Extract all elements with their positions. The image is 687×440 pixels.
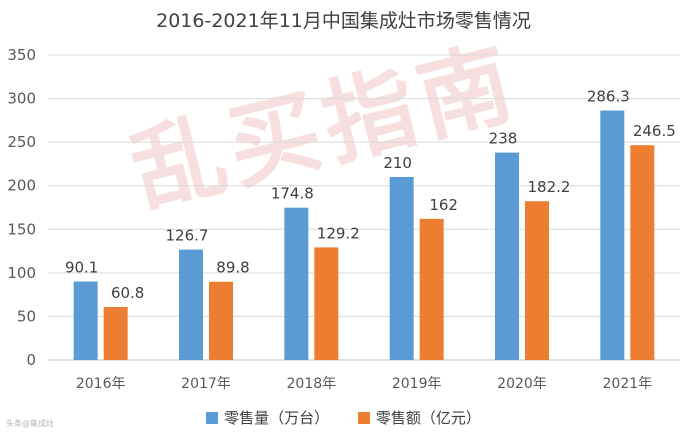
y-tick-label: 150 <box>7 220 36 238</box>
bar <box>419 218 444 360</box>
legend-label-sales: 零售额（亿元） <box>375 409 481 427</box>
legend-swatch-volume <box>206 412 219 424</box>
data-label: 210 <box>383 154 412 172</box>
x-tick-label: 2019年 <box>392 376 442 392</box>
bar <box>495 152 519 360</box>
data-label: 286.3 <box>587 88 630 106</box>
data-label: 182.2 <box>528 178 571 196</box>
legend-swatch-sales <box>357 412 370 424</box>
bar <box>525 201 549 360</box>
data-label: 246.5 <box>633 122 676 140</box>
y-tick-label: 350 <box>7 46 36 64</box>
data-label: 126.7 <box>166 227 209 245</box>
bar <box>179 249 203 360</box>
legend-label-volume: 零售量（万台） <box>224 409 330 427</box>
legend-item-sales: 零售额（亿元） <box>357 407 481 428</box>
y-tick-label: 200 <box>7 177 36 195</box>
legend-item-volume: 零售量（万台） <box>206 407 329 428</box>
x-tick-label: 2016年 <box>76 376 126 392</box>
y-tick-label: 300 <box>7 90 36 108</box>
data-label: 174.8 <box>271 185 314 203</box>
bar <box>103 307 128 360</box>
bar <box>314 247 339 360</box>
bar <box>73 281 98 360</box>
x-tick-label: 2017年 <box>181 376 231 392</box>
bar <box>630 145 655 360</box>
legend: 零售量（万台） 零售额（亿元） <box>0 407 687 428</box>
y-tick-label: 250 <box>7 133 36 151</box>
data-label: 129.2 <box>317 224 360 242</box>
x-tick-label: 2018年 <box>287 376 337 392</box>
data-label: 89.8 <box>216 259 249 277</box>
y-tick-label: 100 <box>7 264 36 282</box>
chart-title: 2016-2021年11月中国集成灶市场零售情况 <box>156 10 531 32</box>
data-label: 238 <box>489 130 518 148</box>
bar <box>209 281 233 360</box>
y-tick-label: 50 <box>17 307 36 325</box>
x-tick-label: 2020年 <box>497 376 547 392</box>
bar <box>600 110 625 360</box>
data-label: 162 <box>429 196 458 214</box>
y-tick-label: 0 <box>26 351 36 369</box>
bar <box>284 207 309 360</box>
bar <box>389 177 414 360</box>
x-tick-label: 2021年 <box>603 376 653 392</box>
data-label: 60.8 <box>111 284 144 302</box>
data-label: 90.1 <box>65 258 98 276</box>
corner-watermark: 头条@集成灶 <box>6 419 54 428</box>
